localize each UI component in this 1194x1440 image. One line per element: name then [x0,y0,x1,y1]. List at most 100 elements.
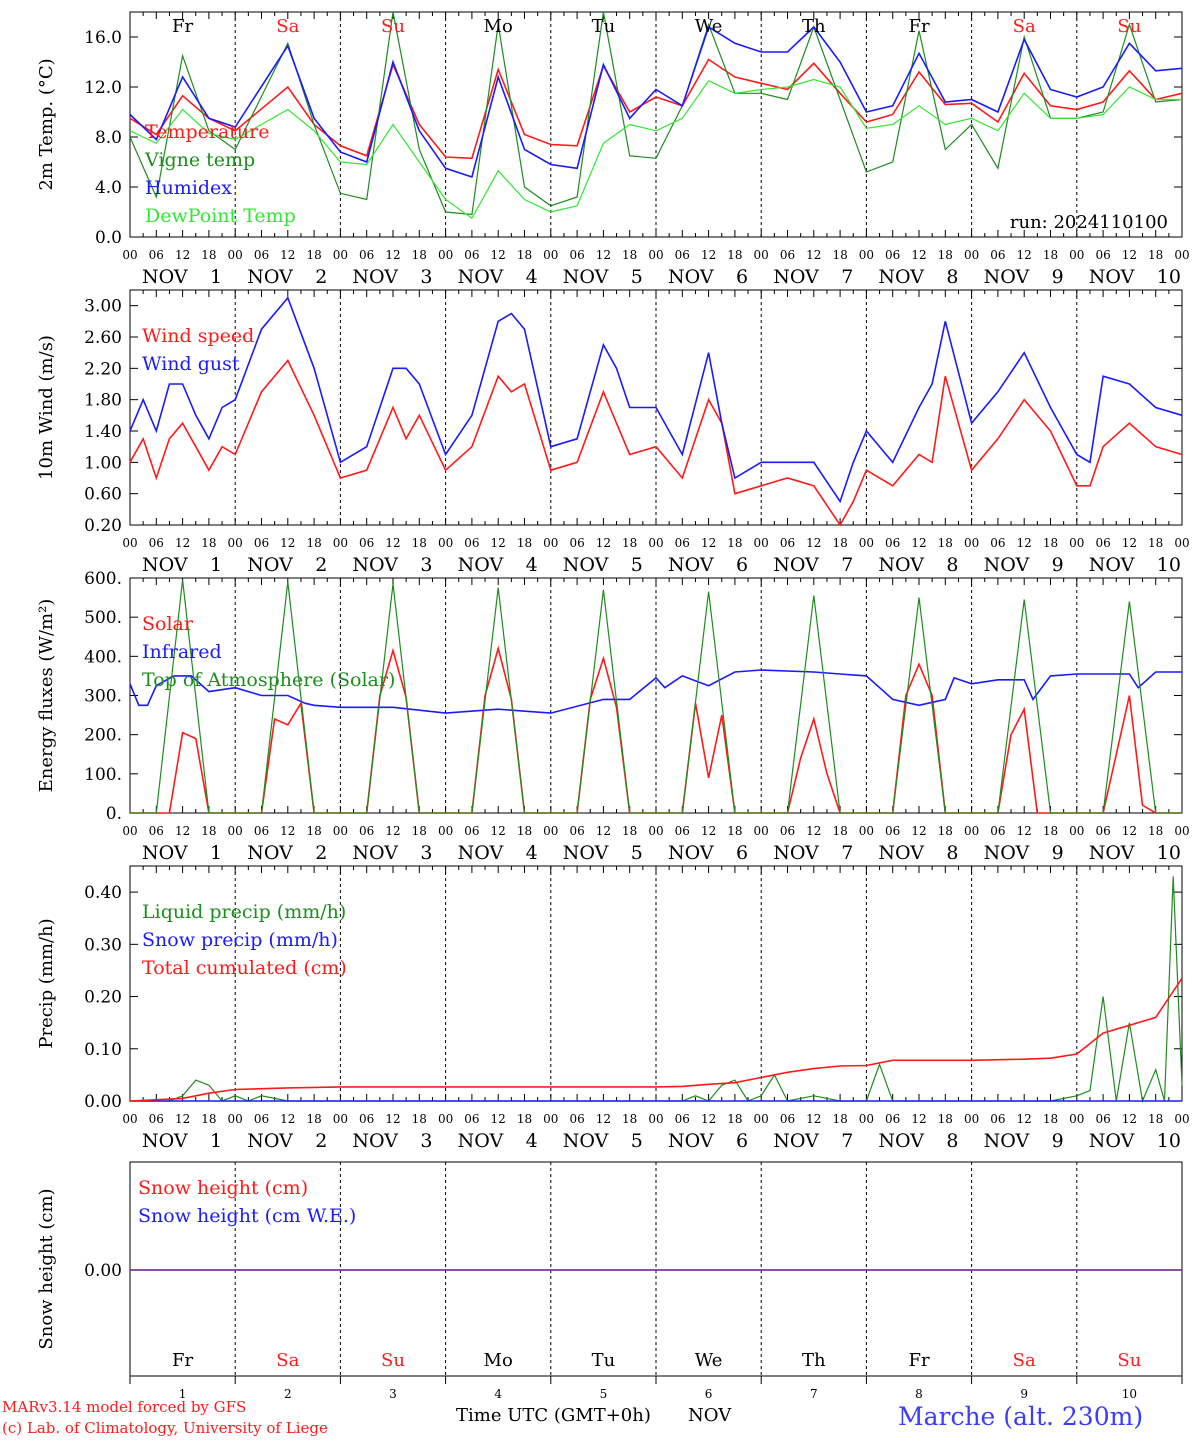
y-tick-label: 2.60 [84,328,122,348]
x-hour-label: 18 [1043,1112,1058,1126]
y-tick-label: 3.00 [84,297,122,317]
x-month-label: NOV [773,554,819,576]
x-hour-label: 18 [622,824,637,838]
x-day-label: 1 [210,554,222,576]
x-day-label: 7 [841,266,853,288]
x-day-label: 9 [1052,554,1064,576]
x-day-label: 7 [841,1130,853,1152]
x-day-label: 8 [946,842,958,864]
x-hour-label: 06 [990,1112,1005,1126]
y-axis-title: Snow height (cm) [36,1188,57,1349]
x-hour-label: 00 [964,824,979,838]
weekday-label: Fr [172,16,193,37]
x-month-label: NOV [1089,554,1135,576]
x-day-label: 5 [631,266,643,288]
legend-entry: DewPoint Temp [145,205,296,227]
x-day-label: 2 [315,1130,327,1152]
y-tick-label: 1.00 [84,453,122,473]
x-hour-label: 12 [911,1112,926,1126]
x-hour-label: 00 [1069,1112,1084,1126]
x-hour-label: 18 [832,1112,847,1126]
panel-1: 0.0 4.0 8.0 12.0 16.0 2m Temp. (°C) Temperatur… [36,11,1190,288]
x-hour-label: 12 [280,1112,295,1126]
x-day-label: 10 [1157,554,1181,576]
x-hour-label: 12 [1017,536,1032,550]
x-hour-label: 06 [780,1112,795,1126]
series-line [129,977,1183,1102]
weekday-label: Mo [484,16,513,37]
x-hour-label: 12 [701,248,716,262]
x-hour-label: 06 [1095,248,1110,262]
x-hour-label: 00 [543,824,558,838]
x-day-label: 3 [420,842,432,864]
x-hour-label: 18 [622,248,637,262]
x-day-label: 9 [1052,842,1064,864]
y-axis-title: Energy fluxes (W/m²) [36,599,57,793]
y-tick-label: 0.00 [84,1092,122,1112]
x-hour-label: 12 [491,248,506,262]
x-hour-label: 00 [859,824,874,838]
x-hour-label: 06 [780,824,795,838]
x-hour-label: 18 [306,824,321,838]
x-month-label: NOV [247,554,293,576]
x-hour-label: 06 [464,536,479,550]
x-hour-label: 18 [412,248,427,262]
legend-entry: Liquid precip (mm/h) [142,901,346,923]
weekday-label: Sa [1013,1350,1036,1371]
run-label: run: 2024110100 [1010,212,1168,233]
x-hour-label: 00 [543,1112,558,1126]
x-hour-label: 00 [228,536,243,550]
x-hour-label: 12 [491,1112,506,1126]
x-hour-label: 00 [1174,1112,1189,1126]
x-day-label: 4 [526,554,538,576]
panel-3: 0. 100. 200. 300. 400. 500. 600. Energy fluxes … [36,569,1190,864]
x-hour-label: 00 [964,1112,979,1126]
x-hour-label: 00 [859,536,874,550]
x-hour-label: 00 [648,824,663,838]
x-hour-label: 06 [149,536,164,550]
y-tick-label: 1.40 [84,422,122,442]
x-month-label: NOV [773,842,819,864]
x-hour-label: 12 [596,824,611,838]
weekday-label: Su [381,1350,405,1371]
x-hour-label: 06 [1095,1112,1110,1126]
x-hour-label: 18 [517,824,532,838]
y-tick-label: 0.20 [84,988,122,1008]
weekday-label: Fr [908,1350,929,1371]
day-number-label: 2 [284,1387,292,1401]
x-hour-label: 18 [412,1112,427,1126]
x-month-label: NOV [773,266,819,288]
x-hour-label: 12 [596,1112,611,1126]
y-axis-title: 2m Temp. (°C) [36,58,57,190]
x-hour-label: 12 [385,824,400,838]
x-day-label: 9 [1052,266,1064,288]
x-month-label: NOV [878,1130,924,1152]
y-tick-label: 0.20 [84,516,122,536]
y-tick-label: 8.0 [95,128,122,148]
x-hour-label: 18 [938,248,953,262]
x-month-label: NOV [247,266,293,288]
y-tick-label: 4.0 [95,178,122,198]
x-hour-label: 18 [201,248,216,262]
x-hour-label: 18 [517,536,532,550]
x-hour-label: 12 [701,824,716,838]
x-hour-label: 12 [596,536,611,550]
series-line [129,669,1182,714]
weekday-label: Tu [592,16,616,37]
x-hour-label: 06 [990,248,1005,262]
x-hour-label: 12 [1122,536,1137,550]
legend-entry: Top of Atmosphere (Solar) [142,669,395,691]
legend-entry: Snow height (cm W.E.) [138,1205,356,1227]
x-day-label: 5 [631,1130,643,1152]
y-tick-label: 500. [84,608,122,628]
x-month-label: NOV [247,842,293,864]
y-tick-label: 600. [84,569,122,589]
x-hour-label: 00 [648,536,663,550]
legend-entry: Solar [142,613,194,635]
x-month-label: NOV [458,266,504,288]
day-number-label: 8 [915,1387,923,1401]
x-month-label: NOV [773,1130,819,1152]
x-hour-label: 12 [280,824,295,838]
x-hour-label: 12 [175,248,190,262]
series-line [129,78,1182,220]
